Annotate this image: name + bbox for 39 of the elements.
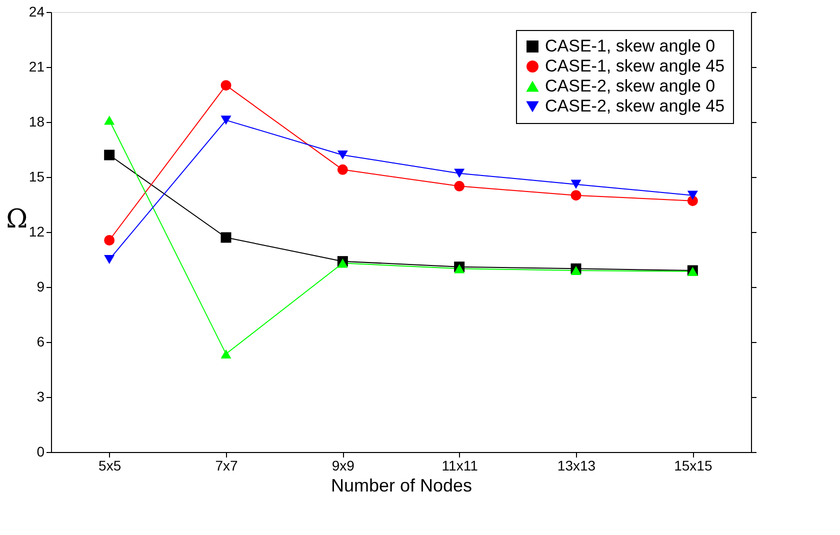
y-tick-label: 3 xyxy=(36,388,45,404)
point xyxy=(220,116,232,125)
point xyxy=(454,180,465,192)
point xyxy=(220,80,232,91)
x-tick-label: 15x15 xyxy=(674,458,712,474)
x-axis-title: Number of Nodes xyxy=(330,476,472,496)
legend-label: CASE-1, skew angle 45 xyxy=(545,56,725,76)
point xyxy=(570,266,582,276)
y-tick-label: 6 xyxy=(36,334,45,350)
x-tick-label: 11x11 xyxy=(442,458,478,474)
y-tick-label: 24 xyxy=(28,4,45,20)
x-tick-label: 7x7 xyxy=(215,458,238,474)
point xyxy=(220,349,232,358)
point xyxy=(337,150,348,160)
point xyxy=(454,264,465,274)
point xyxy=(104,150,115,160)
point xyxy=(687,190,698,200)
legend-label: CASE-2, skew angle 45 xyxy=(545,96,725,116)
y-axis-title: Ω xyxy=(6,204,28,234)
point xyxy=(454,168,465,178)
point xyxy=(104,254,115,264)
point xyxy=(104,116,115,125)
legend-label: CASE-2, skew angle 0 xyxy=(545,76,716,96)
point xyxy=(104,235,115,246)
y-tick-label: 18 xyxy=(28,114,45,130)
point xyxy=(570,190,582,201)
y-tick-label: 15 xyxy=(28,168,45,184)
point xyxy=(337,258,348,268)
y-tick-label: 0 xyxy=(36,444,45,460)
legend-label: CASE-1, skew angle 0 xyxy=(545,36,716,56)
y-tick-label: 21 xyxy=(28,58,45,74)
point xyxy=(220,232,232,243)
y-tick-label: 9 xyxy=(36,278,45,294)
x-tick-label: 13x13 xyxy=(557,458,596,474)
y-tick-label: 12 xyxy=(28,224,45,240)
point xyxy=(570,180,582,189)
point xyxy=(337,164,348,175)
x-tick-label: 9x9 xyxy=(332,458,355,474)
x-tick-label: 5x5 xyxy=(98,458,122,474)
